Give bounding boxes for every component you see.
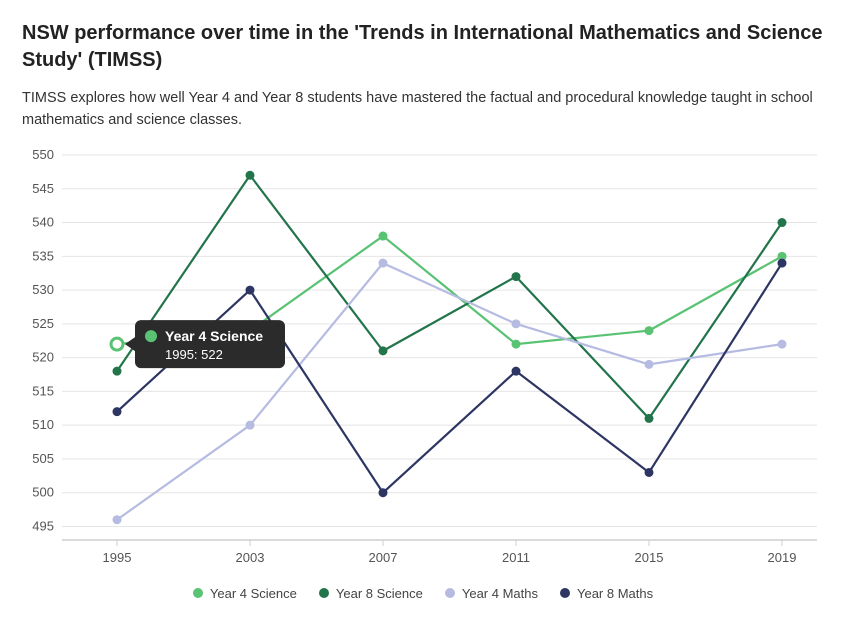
legend-swatch-icon [560,588,570,598]
svg-text:545: 545 [32,180,54,195]
series-point-y8_science[interactable] [778,218,787,227]
chart-area: 495 500 505 510 515 520 525 530 535 540 545 550 1995… [22,150,822,580]
series-line-y8_maths[interactable] [117,263,782,493]
svg-text:500: 500 [32,484,54,499]
legend-label: Year 8 Maths [577,586,653,601]
svg-text:2003: 2003 [236,550,265,565]
legend-label: Year 4 Science [210,586,297,601]
tooltip-pointer [125,337,135,351]
series-point-y4_science[interactable] [111,338,123,350]
series-point-y8_science[interactable] [246,170,255,179]
svg-text:510: 510 [32,417,54,432]
legend-item[interactable]: Year 4 Maths [445,586,538,601]
legend-item[interactable]: Year 8 Science [319,586,423,601]
legend-swatch-icon [193,588,203,598]
svg-text:1995: 1995 [103,550,132,565]
series-point-y4_maths[interactable] [113,515,122,524]
svg-text:495: 495 [32,518,54,533]
legend-swatch-icon [319,588,329,598]
svg-text:540: 540 [32,214,54,229]
series-point-y8_maths[interactable] [512,366,521,375]
series-point-y8_maths[interactable] [645,467,654,476]
svg-text:530: 530 [32,282,54,297]
series-point-y8_maths[interactable] [246,285,255,294]
tooltip-title: Year 4 Science [165,328,263,344]
series-point-y4_science[interactable] [512,339,521,348]
series-point-y8_science[interactable] [645,413,654,422]
svg-text:2019: 2019 [768,550,797,565]
legend-item[interactable]: Year 8 Maths [560,586,653,601]
tooltip-marker-icon [145,330,157,342]
series-point-y8_science[interactable] [113,366,122,375]
tooltip-value: 1995: 522 [165,347,223,362]
svg-text:525: 525 [32,315,54,330]
timss-line-chart[interactable]: 495 500 505 510 515 520 525 530 535 540 545 550 1995… [22,150,822,580]
legend-label: Year 4 Maths [462,586,538,601]
chart-legend: Year 4 Science Year 8 Science Year 4 Maths… [22,586,824,601]
series-point-y8_science[interactable] [379,346,388,355]
series-point-y4_science[interactable] [379,231,388,240]
chart-subtitle: TIMSS explores how well Year 4 and Year … [22,88,824,132]
series-point-y4_maths[interactable] [246,420,255,429]
series-point-y8_maths[interactable] [113,407,122,416]
legend-label: Year 8 Science [336,586,423,601]
series-line-y8_science[interactable] [117,175,782,418]
svg-text:550: 550 [32,150,54,162]
series-point-y4_maths[interactable] [778,339,787,348]
series-point-y4_maths[interactable] [512,319,521,328]
legend-swatch-icon [445,588,455,598]
series-point-y8_maths[interactable] [379,488,388,497]
svg-text:520: 520 [32,349,54,364]
series-point-y4_maths[interactable] [645,359,654,368]
svg-text:2011: 2011 [502,550,530,565]
svg-text:515: 515 [32,383,54,398]
series-point-y4_science[interactable] [645,326,654,335]
svg-text:535: 535 [32,248,54,263]
series-point-y8_maths[interactable] [778,258,787,267]
chart-title: NSW performance over time in the 'Trends… [22,20,824,74]
svg-text:505: 505 [32,450,54,465]
svg-text:2007: 2007 [369,550,398,565]
legend-item[interactable]: Year 4 Science [193,586,297,601]
series-point-y4_maths[interactable] [379,258,388,267]
series-point-y8_science[interactable] [512,272,521,281]
svg-text:2015: 2015 [635,550,664,565]
